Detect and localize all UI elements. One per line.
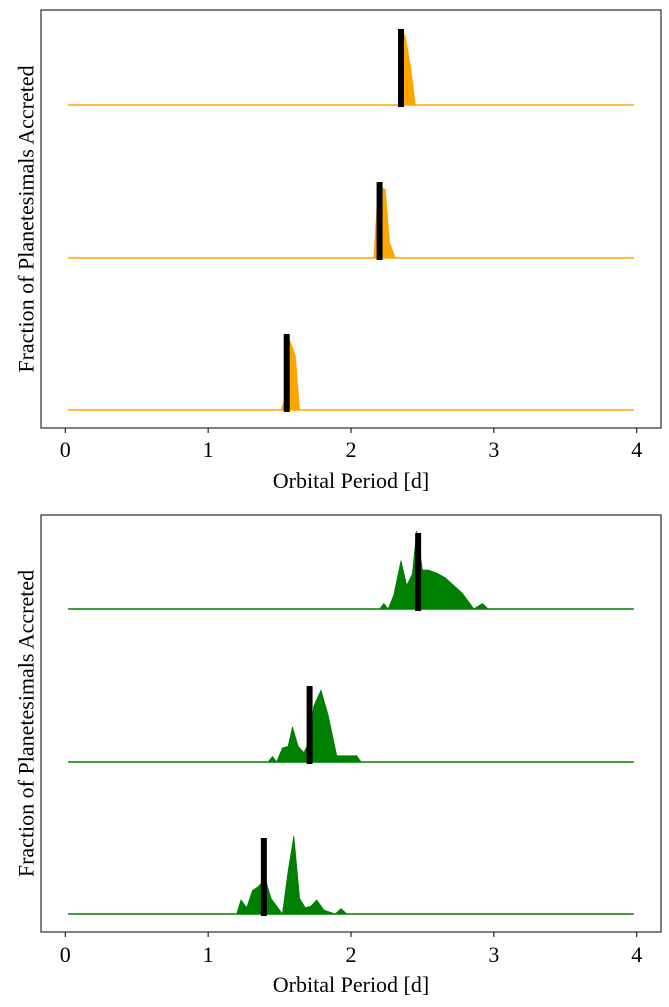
series-row-3	[68, 835, 634, 916]
x-axis-label: Orbital Period [d]	[273, 972, 429, 997]
y-axis-label: Fraction of Planetesimals Accreted	[14, 65, 39, 372]
series-row-2	[68, 182, 634, 260]
series-row-3	[68, 334, 634, 412]
y-axis-label: Fraction of Planetesimals Accreted	[14, 570, 39, 877]
x-tick-label: 3	[488, 437, 499, 462]
panel-top: 0 1 2 3 4 Orbital Period [d] Fraction of Plane…	[14, 9, 662, 493]
series-row-1	[68, 27, 634, 107]
x-tick-label: 4	[631, 942, 642, 967]
distribution-area	[267, 689, 362, 763]
x-tick-label: 2	[346, 942, 357, 967]
axes-frame	[40, 514, 662, 933]
series-row-1	[68, 530, 634, 611]
x-tick-label: 1	[203, 437, 214, 462]
panel-bottom: 0 1 2 3 4 Orbital Period [d] Fraction of Plane…	[14, 514, 662, 997]
x-tick-label: 3	[488, 942, 499, 967]
distribution-area	[378, 530, 490, 610]
x-tick-label: 1	[203, 942, 214, 967]
axes-frame	[40, 9, 662, 429]
x-tick-label: 2	[346, 437, 357, 462]
x-tick-label: 4	[631, 437, 642, 462]
distribution-area	[236, 835, 348, 916]
x-axis-label: Orbital Period [d]	[273, 468, 429, 493]
x-tick-label: 0	[60, 942, 71, 967]
series-row-2	[68, 686, 634, 764]
x-tick-label: 0	[60, 437, 71, 462]
